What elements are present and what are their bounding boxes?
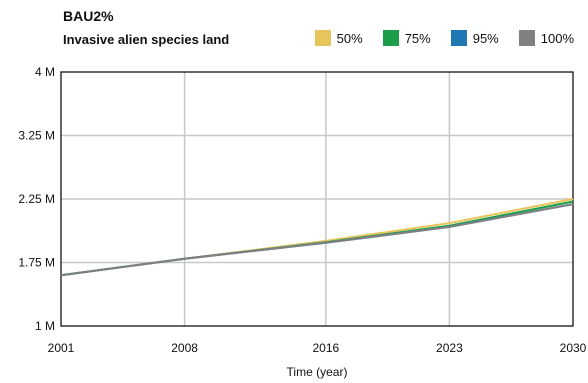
y-tick-label: 1 M — [35, 319, 55, 333]
y-tick-label: 3.25 M — [18, 129, 55, 143]
series-line-100pct — [60, 203, 574, 277]
legend-item: 95% — [450, 30, 499, 46]
legend-item: 100% — [518, 30, 574, 46]
legend-swatch — [314, 30, 331, 46]
chart-subtitle: Invasive alien species land — [63, 32, 230, 47]
x-tick-label: 2030 — [560, 341, 587, 355]
x-axis-title: Time (year) — [287, 365, 348, 379]
legend-label: 95% — [472, 30, 499, 46]
legend-swatch — [382, 30, 399, 46]
legend-label: 75% — [404, 30, 431, 46]
y-tick-label: 2.25 M — [18, 192, 55, 206]
legend-swatch — [450, 30, 467, 46]
chart-legend: 50% 75% 95% 100% — [314, 30, 574, 46]
x-tick-label: 2016 — [312, 341, 339, 355]
x-tick-label: 2001 — [48, 341, 75, 355]
chart-title: BAU2% — [63, 8, 114, 24]
legend-item: 50% — [314, 30, 363, 46]
legend-item: 75% — [382, 30, 431, 46]
legend-label: 100% — [540, 30, 574, 46]
series-line-50pct — [60, 198, 574, 277]
legend-label: 50% — [336, 30, 363, 46]
x-tick-label: 2008 — [171, 341, 198, 355]
y-tick-label: 4 M — [35, 65, 55, 79]
y-tick-label: 1.75 M — [18, 256, 55, 270]
legend-swatch — [518, 30, 535, 46]
x-tick-label: 2023 — [436, 341, 463, 355]
